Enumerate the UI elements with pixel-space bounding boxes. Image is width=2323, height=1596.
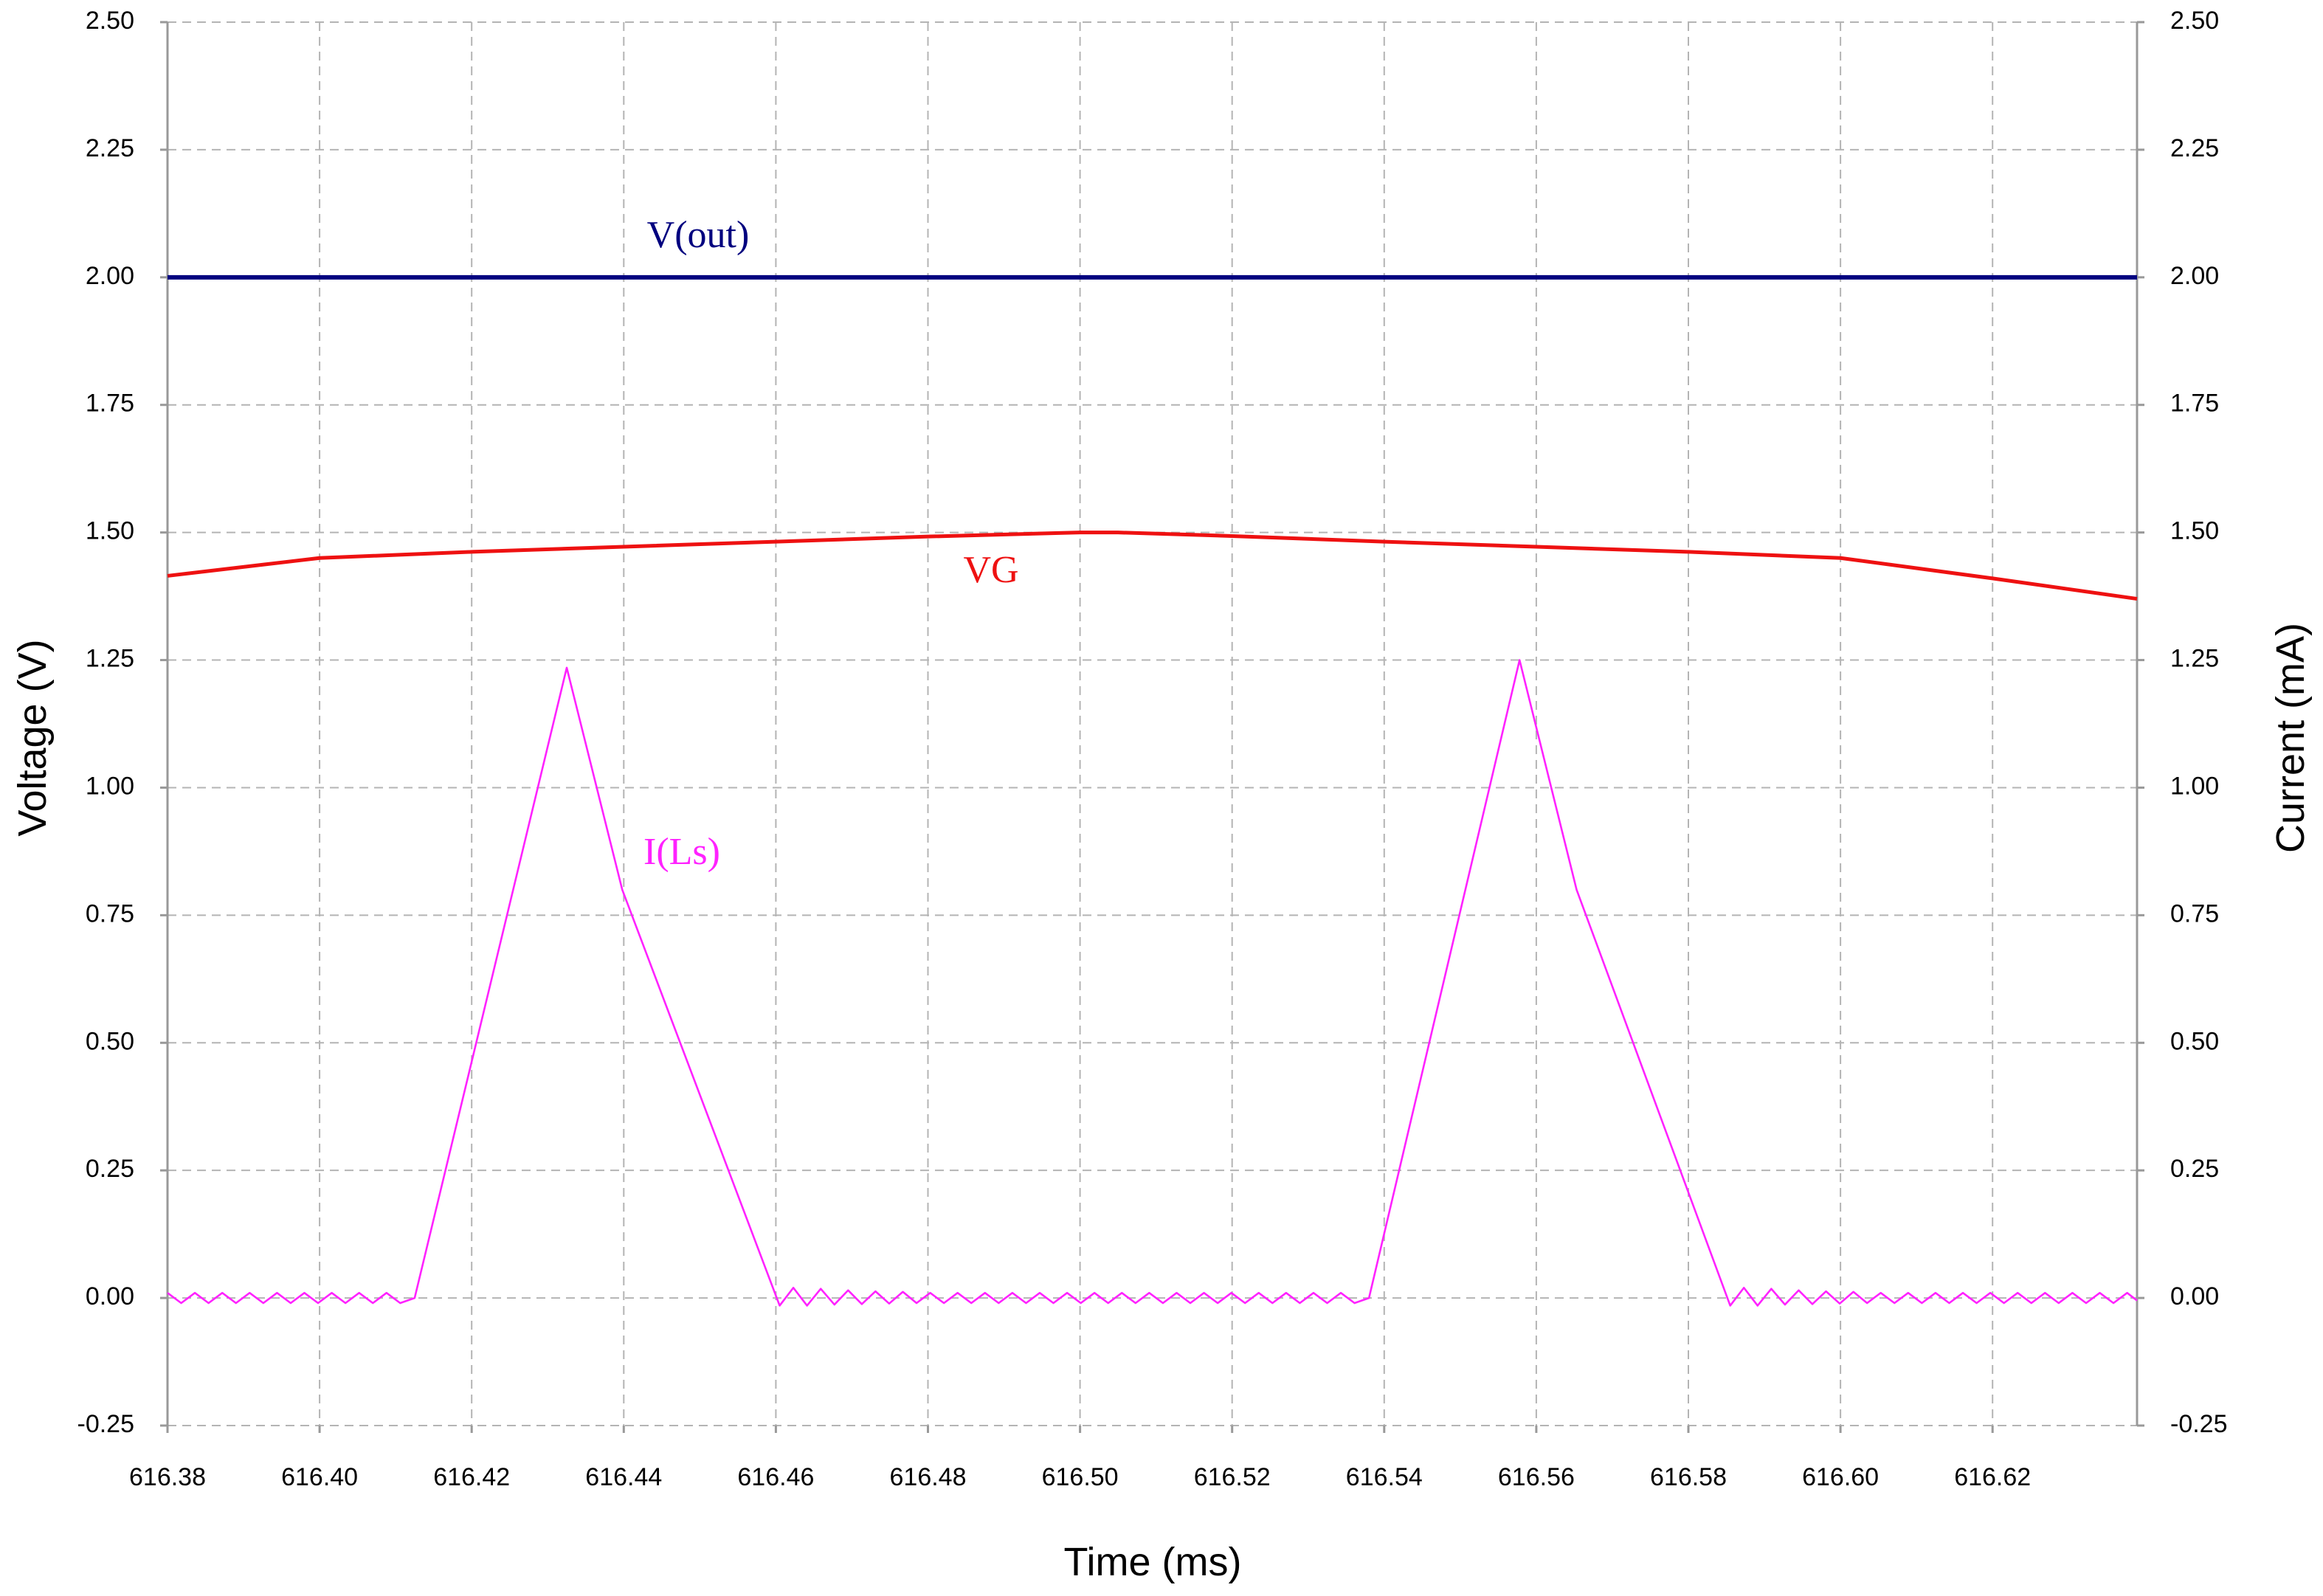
y2-axis-title: Current (mA): [2268, 623, 2313, 853]
y2-tick-label: 1.75: [2170, 390, 2219, 418]
y-tick-label: 0.75: [86, 899, 134, 927]
series-label: V(out): [647, 214, 750, 256]
y2-tick-label: -0.25: [2170, 1410, 2228, 1438]
y2-tick-label: 1.25: [2170, 645, 2219, 673]
y2-tick-label: 2.50: [2170, 7, 2219, 35]
y2-tick-label: 0.50: [2170, 1027, 2219, 1055]
y-tick-label: 2.25: [86, 134, 134, 162]
series-line: [167, 531, 2138, 601]
series-label: VG: [963, 549, 1018, 591]
y-tick-label: 0.25: [86, 1155, 134, 1183]
x-tick-label: 616.54: [1346, 1463, 1423, 1491]
y-tick-label: 0.50: [86, 1027, 134, 1055]
x-tick-label: 616.52: [1194, 1463, 1271, 1491]
y-tick-label: 0.00: [86, 1282, 134, 1310]
x-tick-label: 616.56: [1498, 1463, 1575, 1491]
y-tick-label: 2.00: [86, 262, 134, 290]
x-tick-label: 616.62: [1954, 1463, 2031, 1491]
series-label: I(Ls): [643, 831, 720, 873]
x-tick-label: 616.38: [129, 1463, 206, 1491]
y-axis-title: Voltage (V): [10, 639, 55, 836]
y-tick-label: 1.00: [86, 772, 134, 800]
x-tick-label: 616.42: [433, 1463, 510, 1491]
y2-tick-label: 0.00: [2170, 1282, 2219, 1310]
x-tick-label: 616.60: [1802, 1463, 1879, 1491]
y2-tick-label: 1.00: [2170, 772, 2219, 800]
x-tick-label: 616.44: [585, 1463, 662, 1491]
x-tick-label: 616.50: [1042, 1463, 1119, 1491]
y-tick-label: 1.75: [86, 390, 134, 418]
series-line: [167, 659, 2138, 1307]
y-tick-label: 2.50: [86, 7, 134, 35]
x-tick-label: 616.58: [1650, 1463, 1727, 1491]
y-tick-label: -0.25: [77, 1410, 135, 1438]
y2-tick-label: 0.75: [2170, 899, 2219, 927]
x-tick-label: 616.48: [890, 1463, 967, 1491]
y2-tick-label: 2.00: [2170, 262, 2219, 290]
x-tick-label: 616.40: [281, 1463, 358, 1491]
x-tick-label: 616.46: [737, 1463, 814, 1491]
x-axis-title: Time (ms): [1064, 1540, 1242, 1584]
y2-tick-label: 0.25: [2170, 1155, 2219, 1183]
y-tick-label: 1.25: [86, 645, 134, 673]
y2-tick-label: 1.50: [2170, 517, 2219, 545]
y-tick-label: 1.50: [86, 517, 134, 545]
y2-tick-label: 2.25: [2170, 134, 2219, 162]
